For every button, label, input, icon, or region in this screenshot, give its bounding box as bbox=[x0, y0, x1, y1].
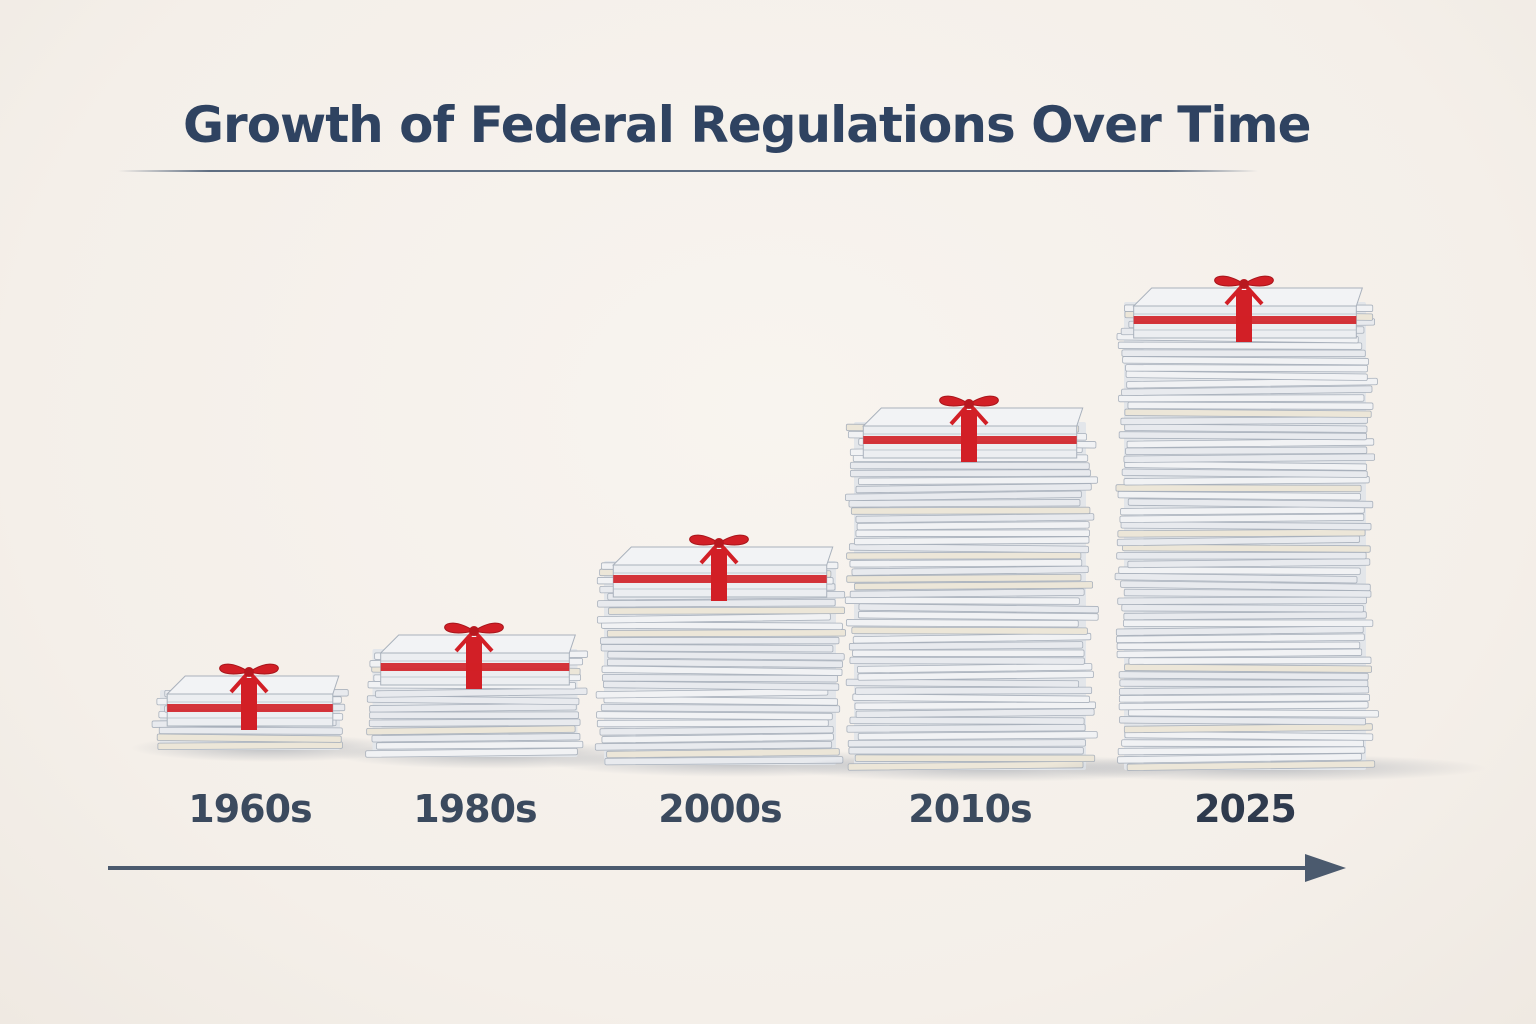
paper-stack-1960s bbox=[130, 663, 410, 762]
year-label: 1980s bbox=[413, 787, 537, 831]
chart-title: Growth of Federal Regulations Over Time bbox=[183, 96, 1312, 154]
year-label: 2000s bbox=[658, 787, 782, 831]
title-underline bbox=[118, 170, 1258, 172]
timeline-arrow bbox=[108, 854, 1346, 882]
paper-stack-2000s bbox=[549, 534, 931, 777]
paper-stack-2025 bbox=[1043, 275, 1487, 782]
paper-stack-2010s bbox=[786, 395, 1194, 782]
year-label: 2010s bbox=[908, 787, 1032, 831]
paper-stack-1980s bbox=[332, 622, 658, 769]
year-label: 1960s bbox=[188, 787, 312, 831]
year-label: 2025 bbox=[1194, 787, 1297, 831]
